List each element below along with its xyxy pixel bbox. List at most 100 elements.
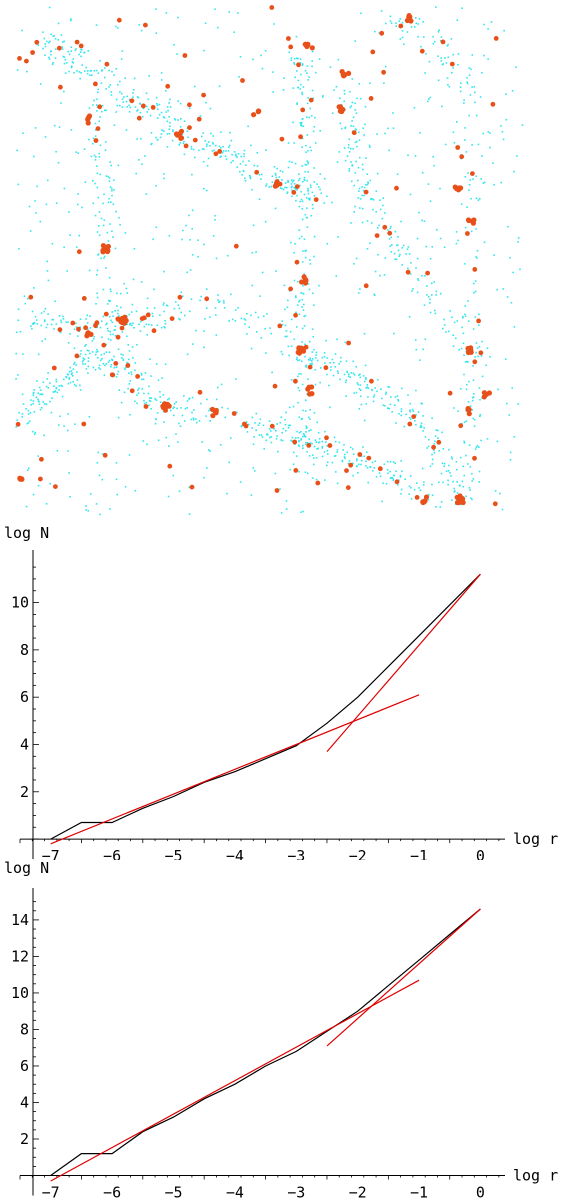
cyan-point: [483, 54, 485, 57]
cyan-point: [47, 387, 49, 389]
cyan-point: [65, 376, 68, 379]
cyan-point: [23, 295, 26, 297]
cyan-point: [25, 505, 28, 508]
cyan-point: [307, 472, 309, 475]
cyan-point: [201, 441, 203, 443]
cyan-point: [111, 321, 114, 324]
cyan-point: [282, 89, 285, 91]
cyan-point: [183, 120, 186, 122]
cyan-point: [113, 179, 115, 182]
cyan-point: [43, 403, 46, 405]
cyan-point: [378, 32, 381, 34]
cyan-point: [117, 164, 120, 167]
orange-point: [336, 104, 342, 110]
cyan-point: [109, 315, 111, 318]
cyan-point: [366, 173, 368, 175]
cyan-point: [227, 407, 229, 410]
cyan-point: [432, 42, 435, 45]
cyan-point: [276, 423, 278, 425]
cyan-point: [339, 378, 341, 381]
cyan-point: [183, 140, 185, 143]
cyan-point: [356, 458, 358, 460]
cyan-point: [273, 166, 276, 168]
cyan-point: [301, 218, 304, 221]
cyan-point: [434, 440, 436, 443]
orange-point: [93, 81, 98, 87]
cyan-point: [452, 67, 454, 69]
orange-point: [419, 48, 425, 54]
cyan-point: [260, 178, 262, 180]
cyan-point: [334, 366, 337, 368]
cyan-point: [180, 407, 182, 409]
cyan-point: [398, 255, 401, 257]
cyan-point: [91, 351, 94, 353]
cyan-point: [127, 387, 129, 390]
data-curve: [50, 908, 481, 1176]
cyan-point: [315, 354, 317, 356]
cyan-point: [420, 45, 422, 48]
cyan-point: [256, 151, 258, 154]
cyan-point: [163, 130, 165, 132]
cyan-point: [313, 167, 315, 169]
cyan-point: [190, 148, 193, 150]
cyan-point: [339, 360, 342, 363]
cyan-point: [191, 411, 193, 414]
cyan-point: [512, 271, 514, 274]
cyan-point: [258, 434, 261, 436]
cyan-point: [468, 74, 471, 76]
cyan-point: [270, 430, 272, 432]
cyan-point: [501, 508, 504, 511]
cyan-point: [335, 275, 338, 277]
cyan-point: [409, 193, 412, 196]
cyan-point: [85, 509, 88, 511]
cyan-point: [275, 437, 278, 440]
cyan-point: [215, 334, 218, 336]
cyan-point: [305, 425, 307, 428]
cyan-point: [181, 133, 184, 136]
cyan-point: [84, 70, 86, 72]
cyan-point: [33, 287, 35, 289]
cyan-point: [440, 472, 443, 475]
cyan-point: [93, 335, 95, 338]
cyan-point: [180, 311, 182, 314]
cyan-point: [331, 461, 334, 464]
cyan-point: [290, 345, 293, 347]
cyan-point: [147, 98, 150, 101]
cyan-point: [414, 339, 417, 341]
cyan-point: [298, 416, 301, 418]
cyan-point: [223, 307, 226, 309]
cyan-point: [40, 312, 43, 314]
cyan-point: [371, 389, 374, 392]
cyan-point: [36, 323, 39, 325]
cyan-point: [359, 384, 362, 386]
cyan-point: [89, 327, 92, 329]
orange-point: [38, 476, 43, 482]
cyan-point: [162, 116, 165, 118]
cyan-point: [140, 137, 142, 140]
cyan-point: [68, 378, 70, 380]
cyan-point: [326, 373, 328, 376]
cyan-point: [427, 445, 430, 448]
cyan-point: [313, 445, 316, 448]
cyan-point: [264, 50, 267, 52]
cyan-point: [432, 35, 434, 38]
cyan-point: [306, 65, 309, 67]
cyan-point: [219, 300, 221, 303]
cyan-point: [117, 370, 120, 373]
cyan-point: [186, 271, 188, 274]
cyan-point: [410, 486, 412, 489]
cyan-point: [122, 101, 124, 103]
cyan-point: [32, 155, 35, 158]
cyan-point: [298, 313, 301, 316]
cyan-point: [96, 104, 98, 106]
cyan-point: [287, 166, 290, 169]
cyan-point: [108, 69, 110, 72]
cyan-point: [439, 187, 441, 190]
cyan-point: [97, 356, 99, 359]
cyan-point: [468, 184, 471, 186]
cyan-point: [63, 425, 65, 427]
cyan-point: [323, 177, 326, 180]
cyan-point: [168, 234, 171, 237]
cyan-point: [330, 369, 332, 371]
cyan-point: [60, 384, 62, 387]
